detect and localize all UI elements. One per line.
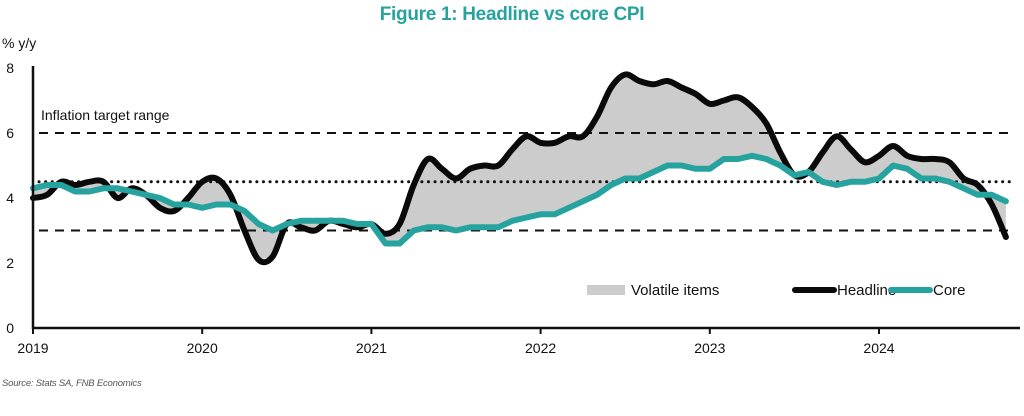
legend-label: Core [933,282,966,299]
series-lines [30,71,1009,266]
legend: Volatile items Headline Core [587,282,966,299]
volatile-items-area [33,74,1006,260]
y-tick-label: 8 [6,60,14,76]
y-axis-label: % y/y [2,35,36,51]
core-line [30,152,1009,247]
legend-label: Volatile items [631,282,719,299]
x-tick-label: 2020 [187,340,218,356]
target-range-annotation: Inflation target range [41,107,170,123]
reference-lines [37,132,1012,232]
x-tick-label: 2019 [17,340,48,356]
x-tick-label: 2022 [525,340,556,356]
y-tick-label: 0 [6,320,14,336]
x-tick-label: 2024 [863,340,894,356]
x-tick-label: 2023 [694,340,725,356]
chart-title: Figure 1: Headline vs core CPI [379,4,645,25]
volatile-items-area-layer [33,74,1006,260]
headline-line [30,71,1009,266]
source-note: Source: Stats SA, FNB Economics [2,378,142,389]
axes: 0 2 4 6 8 2019 2020 2021 2022 2023 2024 [6,60,1020,356]
y-tick-label: 6 [6,125,14,141]
legend-swatch-volatile-items [587,285,625,295]
legend-label: Headline [837,282,896,299]
x-tick-label: 2021 [356,340,387,356]
y-tick-label: 4 [6,190,14,206]
y-tick-label: 2 [6,255,14,271]
